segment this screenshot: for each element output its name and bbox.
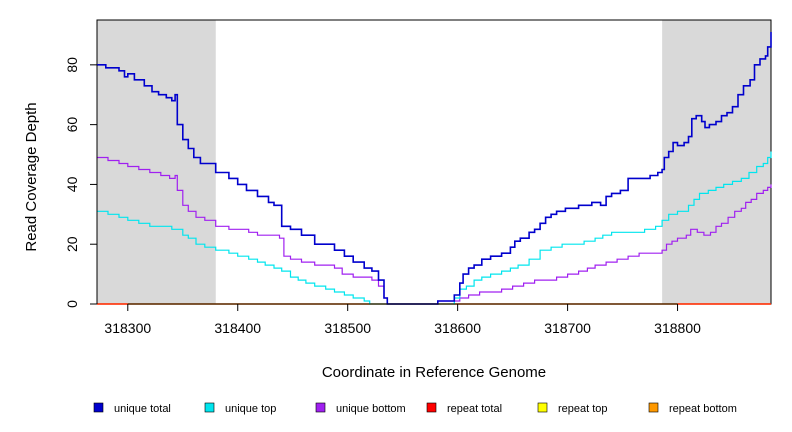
legend-swatch-unique-top	[204, 402, 215, 413]
series-line-unique-top	[97, 151, 772, 305]
y-tick-label-60: 60	[64, 117, 80, 133]
legend-label-repeat-total: repeat total	[447, 403, 502, 415]
x-tick-label-318700: 318700	[544, 320, 591, 336]
legend-item-repeat-top: repeat top	[537, 402, 608, 415]
legend-item-repeat-bottom: repeat bottom	[648, 402, 737, 415]
x-axis: 318300 318400 318500 318600 318700 318800	[104, 303, 701, 336]
y-axis-title: Read Coverage Depth	[23, 102, 40, 251]
legend-swatch-unique-bottom	[315, 402, 326, 413]
x-axis-title: Coordinate in Reference Genome	[322, 364, 546, 381]
shaded-regions	[97, 20, 771, 304]
legend-label-repeat-bottom: repeat bottom	[669, 403, 737, 415]
series-line-unique-total	[97, 32, 772, 305]
y-axis: 0 20 40 60 80	[64, 57, 98, 308]
x-tick-label-318400: 318400	[214, 320, 261, 336]
legend-item-unique-bottom: unique bottom	[315, 402, 406, 415]
legend-label-unique-bottom: unique bottom	[336, 403, 406, 415]
x-tick-label-318800: 318800	[654, 320, 701, 336]
legend-item-unique-top: unique top	[204, 402, 276, 415]
series-line-unique-bottom	[97, 156, 772, 305]
legend-item-repeat-total: repeat total	[426, 402, 502, 415]
legend-item-unique-total: unique total	[93, 402, 171, 415]
y-tick-label-80: 80	[64, 57, 80, 73]
legend-swatch-unique-total	[93, 402, 104, 413]
legend-label-repeat-top: repeat top	[558, 403, 608, 415]
x-tick-label-318600: 318600	[434, 320, 481, 336]
legend-swatch-repeat-bottom	[648, 402, 659, 413]
legend-swatch-repeat-top	[537, 402, 548, 413]
shaded-region-2	[662, 20, 771, 304]
y-tick-label-20: 20	[64, 236, 80, 252]
y-tick-label-0: 0	[64, 300, 80, 308]
legend: unique total unique top unique bottom repea…	[93, 402, 737, 415]
legend-label-unique-total: unique total	[114, 403, 171, 415]
shaded-region-1	[97, 20, 216, 304]
x-tick-label-318300: 318300	[104, 320, 151, 336]
legend-label-unique-top: unique top	[225, 403, 276, 415]
legend-swatch-repeat-total	[426, 402, 437, 413]
y-tick-label-40: 40	[64, 176, 80, 192]
x-tick-label-318500: 318500	[324, 320, 371, 336]
